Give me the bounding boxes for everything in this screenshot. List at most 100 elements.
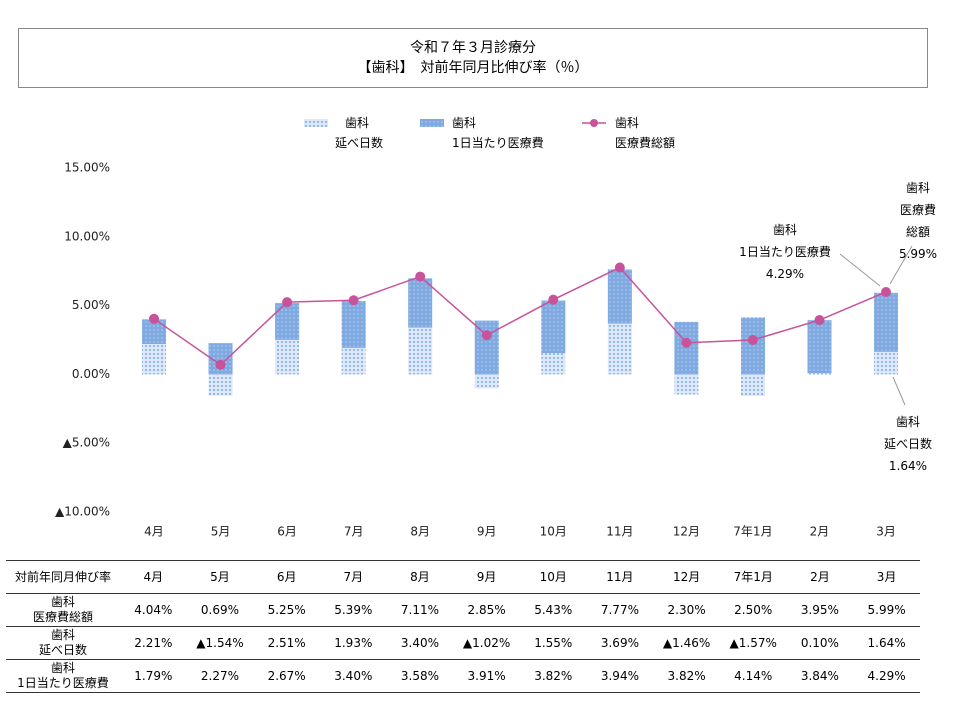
x-tick-label: 5月 bbox=[211, 525, 231, 539]
table-cell: 3.69% bbox=[586, 626, 654, 660]
x-tick-label: 2月 bbox=[810, 525, 830, 539]
table-cell: 3.84% bbox=[786, 659, 854, 693]
table-cell: 2.67% bbox=[253, 659, 320, 693]
table-cell: 5.39% bbox=[319, 593, 387, 627]
bar bbox=[807, 373, 832, 375]
table-cell: 2.51% bbox=[253, 626, 320, 660]
table-category: 7年1月 bbox=[719, 560, 787, 594]
table-category: 7月 bbox=[319, 560, 387, 594]
bar bbox=[341, 347, 366, 375]
x-tick-label: 7月 bbox=[344, 525, 364, 539]
line bbox=[153, 266, 887, 366]
x-tick-label: 4月 bbox=[144, 525, 164, 539]
x-tick-label: 12月 bbox=[673, 525, 700, 539]
table-cell: 3.91% bbox=[453, 659, 520, 693]
line-point bbox=[614, 262, 625, 273]
x-tick-label: 10月 bbox=[540, 525, 567, 539]
line-point bbox=[348, 295, 359, 306]
bar bbox=[275, 339, 300, 375]
table-row: 歯科 医療費総額 4.04% 0.69% 5.25% 5.39% 7.11% 2.85% 5.… bbox=[6, 593, 920, 627]
line-point bbox=[149, 313, 159, 324]
table-cell: 3.40% bbox=[386, 626, 454, 660]
annotation: 歯科 延べ日数 1.64% bbox=[884, 411, 932, 477]
bar bbox=[807, 320, 832, 374]
table-cell: 2.27% bbox=[186, 659, 254, 693]
table-category: 5月 bbox=[186, 560, 254, 594]
line-point bbox=[215, 359, 226, 370]
line-point bbox=[681, 337, 692, 348]
table-cell: 2.30% bbox=[653, 593, 720, 627]
legend-label: 歯科 延べ日数 bbox=[335, 116, 384, 150]
table-category: 4月 bbox=[120, 560, 187, 594]
table-cell: 2.21% bbox=[120, 626, 187, 660]
table-category: 12月 bbox=[653, 560, 720, 594]
line-point bbox=[881, 286, 892, 297]
table-category: 3月 bbox=[853, 560, 920, 594]
table-cell: 5.25% bbox=[253, 593, 320, 627]
table-category: 11月 bbox=[586, 560, 654, 594]
bar bbox=[541, 353, 566, 375]
table-cell: 4.14% bbox=[719, 659, 787, 693]
table-cell: 3.82% bbox=[519, 659, 587, 693]
y-tick-label: 10.00% bbox=[64, 229, 110, 243]
table-cell: 2.50% bbox=[719, 593, 787, 627]
x-tick-label: 7年1月 bbox=[733, 525, 772, 539]
data-table: 対前年同月伸び率 4月 5月 6月 7月 8月 9月 10月 11月 12月 7年1月 2月 3月 歯科 … bbox=[6, 560, 920, 693]
x-tick-label: 8月 bbox=[410, 525, 430, 539]
table-category: 2月 bbox=[786, 560, 854, 594]
bar bbox=[541, 300, 566, 354]
bar bbox=[275, 303, 300, 340]
table-cell: 4.04% bbox=[120, 593, 187, 627]
line-point bbox=[548, 294, 559, 305]
x-tick-label: 11月 bbox=[606, 525, 633, 539]
y-tick-label: ▲10.00% bbox=[55, 505, 110, 519]
line-point bbox=[481, 330, 492, 341]
table-category: 8月 bbox=[386, 560, 454, 594]
legend-label: 歯科 1日当たり医療費 bbox=[452, 116, 544, 150]
annotation-value: 1.64% bbox=[888, 459, 928, 473]
row-header: 歯科 1日当たり医療費 bbox=[6, 659, 120, 693]
line-point bbox=[747, 335, 758, 345]
bar bbox=[874, 351, 899, 375]
bar bbox=[874, 292, 899, 352]
table-cell: 1.64% bbox=[853, 626, 920, 660]
table-cell: 5.99% bbox=[853, 593, 920, 627]
bar bbox=[740, 374, 765, 397]
annotation: 歯科 1日当たり医療費 4.29% bbox=[739, 219, 831, 285]
line-point bbox=[282, 297, 293, 308]
leader-line bbox=[892, 376, 906, 406]
table-cell: 3.58% bbox=[386, 659, 454, 693]
table-cell: ▲1.46% bbox=[653, 626, 720, 660]
bar bbox=[740, 317, 765, 375]
bar bbox=[674, 321, 699, 375]
x-tick-label: 9月 bbox=[477, 525, 497, 539]
line-point bbox=[415, 271, 426, 282]
bar bbox=[607, 323, 632, 375]
table-category: 9月 bbox=[453, 560, 520, 594]
bar bbox=[474, 320, 499, 375]
bar bbox=[341, 301, 366, 348]
table-cell: 3.94% bbox=[586, 659, 654, 693]
bar bbox=[607, 269, 632, 324]
chart-subtitle: 【歯科】 対前年同月比伸び率（％） bbox=[357, 60, 589, 76]
table-cell: ▲1.57% bbox=[719, 626, 787, 660]
table-cell: 3.40% bbox=[319, 659, 387, 693]
annotation-name: 歯科 1日当たり医療費 bbox=[739, 223, 831, 259]
y-tick-label: 5.00% bbox=[72, 298, 110, 312]
table-cell: 3.95% bbox=[786, 593, 854, 627]
table-cell: 0.69% bbox=[186, 593, 254, 627]
annotation-value: 4.29% bbox=[765, 267, 805, 281]
table-cell: 0.10% bbox=[786, 626, 854, 660]
bar bbox=[674, 374, 699, 395]
legend-swatch bbox=[304, 119, 328, 127]
table-header-row: 対前年同月伸び率 4月 5月 6月 7月 8月 9月 10月 11月 12月 7年1月 2月 3月 bbox=[6, 560, 920, 594]
table-row: 歯科 1日当たり医療費 1.79% 2.27% 2.67% 3.40% 3.58% 3.91… bbox=[6, 659, 920, 693]
table-row: 歯科 延べ日数 2.21% ▲1.54% 2.51% 1.93% 3.40% ▲1.02% 1… bbox=[6, 626, 920, 660]
table-cell: 5.43% bbox=[519, 593, 587, 627]
line-point bbox=[814, 315, 825, 326]
row-header: 歯科 医療費総額 bbox=[6, 593, 120, 627]
legend-label: 歯科 医療費総額 bbox=[615, 116, 676, 150]
leader-line bbox=[839, 253, 881, 287]
table-cell: 3.82% bbox=[653, 659, 720, 693]
